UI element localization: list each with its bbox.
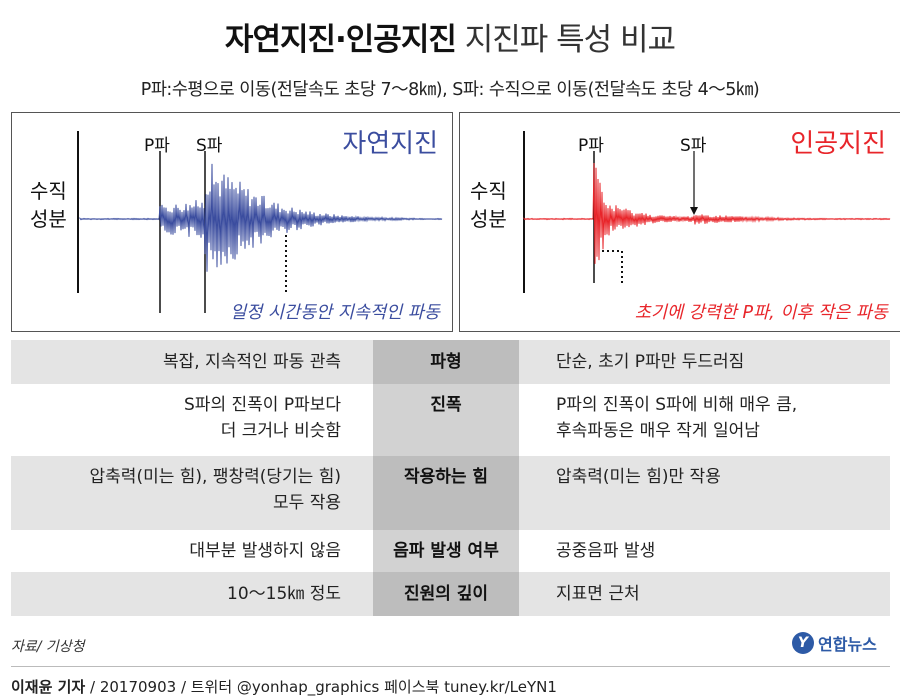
table-row-sound: 대부분 발생하지 않음 음파 발생 여부 공중음파 발생 bbox=[11, 530, 890, 572]
artificial-seismogram bbox=[523, 131, 891, 293]
artificial-s-label: S파 bbox=[680, 136, 707, 156]
artificial-cell-sound: 공중음파 발생 bbox=[556, 538, 886, 564]
category-label: 음파 발생 여부 bbox=[393, 541, 499, 561]
natural-cell-line: S파의 진폭이 P파보다 bbox=[184, 395, 341, 415]
table-row-waveform: 복잡, 지속적인 파동 관측 파형 단순, 초기 P파만 두드러짐 bbox=[11, 340, 890, 384]
category-cell-force: 작용하는 힘 bbox=[373, 456, 519, 530]
artificial-cell-force: 압축력(미는 힘)만 작용 bbox=[556, 464, 886, 490]
table-row-depth: 10～15㎞ 정도 진원의 깊이 지표면 근처 bbox=[11, 572, 890, 616]
artificial-axis-label: 수직 성분 bbox=[470, 177, 507, 233]
artificial-axis-label-1: 수직 bbox=[470, 179, 507, 203]
title-bold: 자연지진·인공지진 bbox=[224, 22, 457, 58]
table-row-force: 압축력(미는 힘), 팽창력(당기는 힘) 모두 작용 작용하는 힘 압축력(미… bbox=[11, 456, 890, 530]
artificial-wave-trace bbox=[523, 162, 891, 264]
natural-wave-trace bbox=[79, 163, 443, 272]
category-label: 작용하는 힘 bbox=[403, 467, 489, 487]
artificial-cell-line: P파의 진폭이 S파에 비해 매우 큼, bbox=[556, 395, 798, 415]
page-subtitle: P파:수평으로 이동(전달속도 초당 7～8㎞), S파: 수직으로 이동(전달… bbox=[140, 80, 760, 100]
artificial-axis-label-2: 성분 bbox=[470, 207, 507, 231]
artificial-p-label: P파 bbox=[578, 136, 604, 156]
natural-panel-title: 자연지진 bbox=[342, 129, 438, 159]
natural-cell-sound: 대부분 발생하지 않음 bbox=[11, 538, 341, 564]
artificial-cell-line: 단순, 초기 P파만 두드러짐 bbox=[556, 352, 745, 372]
natural-cell-line: 압축력(미는 힘), 팽창력(당기는 힘) bbox=[89, 467, 341, 487]
category-label: 진원의 깊이 bbox=[403, 584, 489, 604]
category-cell-amplitude: 진폭 bbox=[373, 384, 519, 456]
artificial-cell-line: 후속파동은 매우 작게 일어남 bbox=[556, 421, 760, 441]
yonhap-logo: Y 연합뉴스 bbox=[792, 630, 877, 656]
natural-cell-force: 압축력(미는 힘), 팽창력(당기는 힘) 모두 작용 bbox=[11, 464, 341, 516]
yonhap-logo-icon: Y bbox=[792, 632, 814, 654]
comparison-table: 복잡, 지속적인 파동 관측 파형 단순, 초기 P파만 두드러짐 S파의 진폭… bbox=[11, 340, 890, 616]
artificial-quake-panel: 수직 성분 P파 S파 인공지진 초기에 강력한 P파, 이후 작은 파동 bbox=[459, 112, 900, 332]
natural-axis-label-1: 수직 bbox=[30, 179, 67, 203]
natural-p-label: P파 bbox=[144, 136, 170, 156]
natural-cell-line: 더 크거나 비슷함 bbox=[220, 421, 341, 441]
artificial-cell-line: 공중음파 발생 bbox=[556, 541, 656, 561]
natural-cell-line: 복잡, 지속적인 파동 관측 bbox=[162, 352, 341, 372]
category-label: 진폭 bbox=[430, 395, 462, 415]
artificial-note: 초기에 강력한 P파, 이후 작은 파동 bbox=[634, 303, 888, 323]
natural-s-label: S파 bbox=[196, 136, 223, 156]
table-row-amplitude: S파의 진폭이 P파보다 더 크거나 비슷함 진폭 P파의 진폭이 S파에 비해… bbox=[11, 384, 890, 456]
natural-cell-line: 10～15㎞ 정도 bbox=[227, 584, 341, 604]
author-name: 이재윤 기자 bbox=[11, 678, 86, 696]
natural-cell-waveform: 복잡, 지속적인 파동 관측 bbox=[11, 349, 341, 375]
natural-quake-panel: 수직 성분 P파 S파 자연지진 일정 시간동안 지속적인 파동 bbox=[11, 112, 453, 332]
natural-axis-label-2: 성분 bbox=[30, 207, 67, 231]
credit-line: 이재윤 기자 / 20170903 / 트위터 @yonhap_graphics… bbox=[11, 676, 557, 697]
yonhap-logo-text: 연합뉴스 bbox=[818, 635, 877, 654]
natural-cell-line: 대부분 발생하지 않음 bbox=[189, 541, 341, 561]
natural-cell-depth: 10～15㎞ 정도 bbox=[11, 581, 341, 607]
natural-seismogram bbox=[77, 131, 443, 313]
natural-cell-amplitude: S파의 진폭이 P파보다 더 크거나 비슷함 bbox=[11, 392, 341, 444]
artificial-s-arrowhead bbox=[690, 207, 698, 215]
natural-cell-line: 모두 작용 bbox=[273, 493, 341, 513]
category-cell-sound: 음파 발생 여부 bbox=[373, 530, 519, 572]
category-cell-depth: 진원의 깊이 bbox=[373, 572, 519, 616]
natural-note: 일정 시간동안 지속적인 파동 bbox=[230, 303, 440, 323]
artificial-cell-line: 지표면 근처 bbox=[556, 584, 640, 604]
category-cell-waveform: 파형 bbox=[373, 340, 519, 384]
artificial-cell-waveform: 단순, 초기 P파만 두드러짐 bbox=[556, 349, 886, 375]
source-note: 자료/ 기상청 bbox=[11, 639, 85, 655]
artificial-cell-amplitude: P파의 진폭이 S파에 비해 매우 큼, 후속파동은 매우 작게 일어남 bbox=[556, 392, 886, 444]
footer-divider bbox=[11, 666, 890, 667]
artificial-panel-title: 인공지진 bbox=[790, 129, 886, 159]
category-label: 파형 bbox=[430, 352, 462, 372]
artificial-cell-line: 압축력(미는 힘)만 작용 bbox=[556, 467, 721, 487]
credit-rest: / 20170903 / 트위터 @yonhap_graphics 페이스북 t… bbox=[85, 678, 557, 696]
page-title: 자연지진·인공지진 지진파 특성 비교 bbox=[0, 14, 900, 59]
artificial-cell-depth: 지표면 근처 bbox=[556, 581, 886, 607]
title-rest: 지진파 특성 비교 bbox=[464, 22, 676, 58]
natural-axis-label: 수직 성분 bbox=[30, 177, 67, 233]
